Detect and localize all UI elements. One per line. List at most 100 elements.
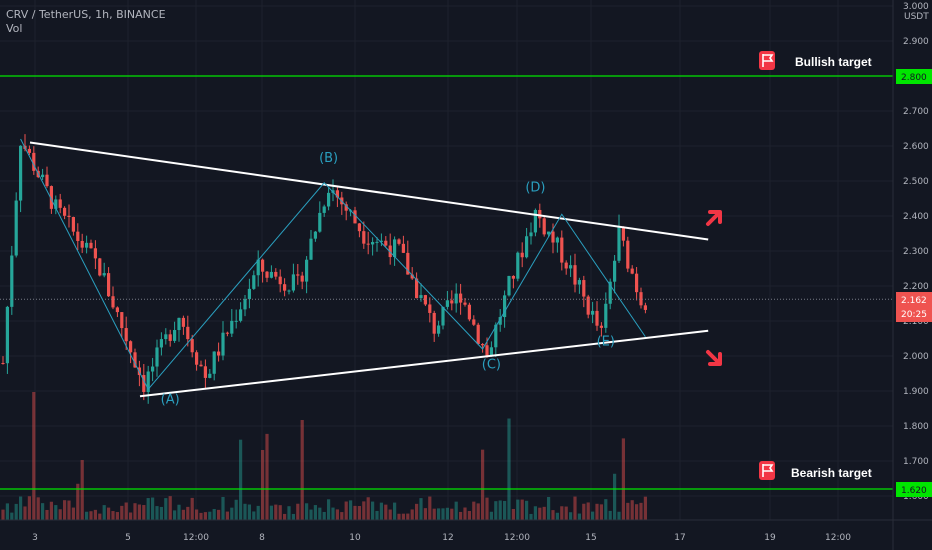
candle-body [481, 344, 485, 346]
candle-body [247, 288, 251, 300]
volume-bar [410, 509, 414, 520]
candle-body [459, 293, 463, 303]
price-tick-label: 2.500 [903, 177, 929, 187]
last-price-badge: 2.162 20:25 [896, 292, 932, 322]
candle-body [401, 243, 405, 253]
candle-body [353, 210, 357, 224]
volume-bar [503, 500, 507, 520]
volume-indicator-label[interactable]: Vol [6, 22, 23, 35]
candle-body [164, 334, 168, 340]
candle-body [212, 351, 216, 374]
volume-bar [485, 497, 489, 520]
candle-body [142, 375, 146, 392]
volume-bar [129, 512, 133, 520]
price-tick-label: 2.400 [903, 212, 929, 222]
price-tick-label: 3.000 [903, 2, 929, 12]
time-axis[interactable]: 3 5 12:00 8 10 12 12:00 15 17 19 12:00 [32, 533, 851, 543]
bullish-target-text: Bullish target [795, 55, 872, 69]
volume-bar [555, 512, 559, 520]
volume-bar [393, 502, 397, 520]
volume-bar [41, 503, 45, 520]
symbol-title[interactable]: CRV / TetherUS, 1h, BINANCE [6, 8, 166, 21]
volume-bar [71, 507, 75, 520]
volume-bar [133, 503, 137, 520]
volume-bar [511, 508, 515, 520]
candle-body [5, 306, 9, 364]
candle-body [423, 295, 427, 305]
volume-bar [599, 504, 603, 520]
candle-body [621, 226, 625, 241]
candle-body [85, 242, 89, 248]
volume-bar [177, 504, 181, 520]
candle-body [107, 273, 111, 297]
volume-bar [54, 505, 58, 520]
candle-body [239, 309, 243, 321]
candle-body [476, 324, 480, 345]
volume-bar [494, 501, 498, 520]
bearish-target-label: Bearish target [759, 461, 872, 480]
candle-body [419, 295, 423, 299]
candle-body [67, 215, 71, 218]
time-tick-label: 12 [442, 533, 453, 543]
candle-body [613, 260, 617, 282]
volume-bar [463, 507, 467, 520]
volume-bar [327, 499, 331, 520]
volume-bar [432, 508, 436, 520]
volume-bar [93, 509, 97, 520]
candle-body [186, 326, 190, 340]
volume-bars [1, 392, 647, 520]
arrow-up-right-icon [706, 210, 722, 226]
volume-bar [212, 508, 216, 520]
time-tick-label: 5 [125, 533, 131, 543]
chart-legend[interactable]: CRV / TetherUS, 1h, BINANCE Vol [6, 8, 166, 36]
volume-bar [124, 502, 128, 520]
bullish-target-label: Bullish target [759, 51, 872, 70]
candle-body [173, 330, 177, 341]
volume-bar [445, 507, 449, 520]
volume-bar [388, 509, 392, 520]
candle-body [617, 226, 621, 261]
volume-bar [586, 502, 590, 520]
candle-body [221, 332, 225, 356]
candle-body [362, 231, 366, 244]
candle-body [388, 245, 392, 258]
volume-bar [305, 503, 309, 520]
candle-body [511, 275, 515, 279]
volume-bar [415, 503, 419, 520]
candle-body [626, 240, 630, 269]
candle-body [533, 209, 537, 233]
volume-bar [322, 511, 326, 520]
price-tick-label: 1.800 [903, 422, 929, 432]
candle-body [428, 304, 432, 313]
bearish-price-badge: 1.620 [896, 482, 932, 497]
candle-body [366, 243, 370, 245]
volume-bar [630, 500, 634, 520]
candle-body [261, 259, 265, 272]
candle-body [489, 347, 493, 356]
volume-bar [476, 503, 480, 520]
wave-label: (A) [161, 392, 180, 407]
volume-bar [591, 511, 595, 520]
candle-body [639, 292, 643, 306]
time-tick-label: 17 [674, 533, 685, 543]
volume-bar [639, 502, 643, 520]
time-tick-label: 12:00 [825, 533, 851, 543]
candle-body [573, 265, 577, 285]
volume-bar [371, 501, 375, 520]
volume-bar [10, 512, 14, 520]
candle-body [472, 319, 476, 325]
volume-bar [419, 498, 423, 520]
volume-bar [225, 511, 229, 520]
candle-body [159, 339, 163, 348]
candle-body [494, 324, 498, 348]
candle-body [287, 290, 291, 292]
upper-trendline [29, 141, 709, 241]
price-tick-label: 2.600 [903, 142, 929, 152]
volume-bar [195, 509, 199, 520]
candle-body [278, 276, 282, 285]
volume-bar [560, 506, 564, 520]
volume-bar [296, 503, 300, 520]
volume-bar [269, 505, 273, 520]
volume-bar [441, 508, 445, 520]
